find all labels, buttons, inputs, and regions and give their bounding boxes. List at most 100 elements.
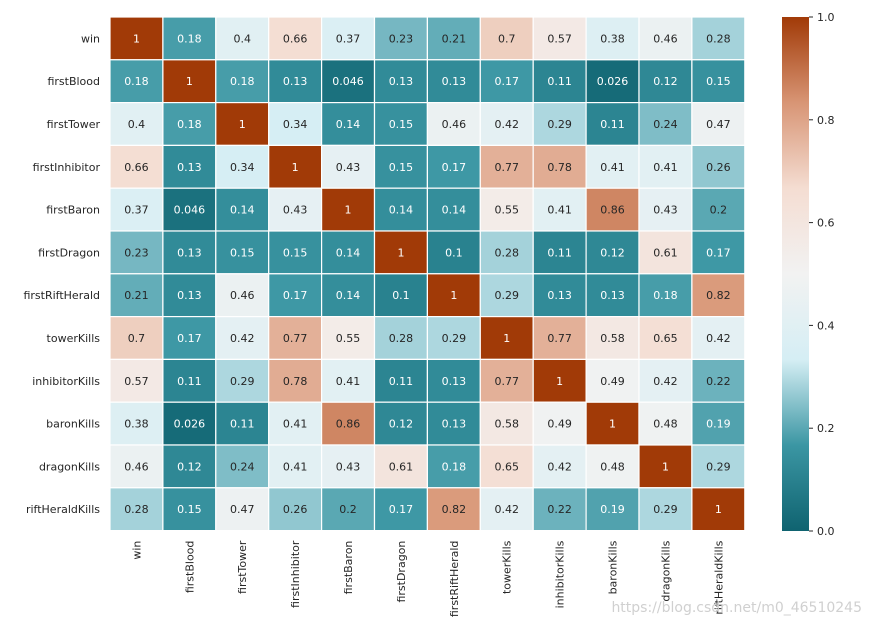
cell-value-label: 0.11 — [389, 375, 414, 388]
column-label: firstBaron — [342, 541, 355, 595]
heatmap-cell — [426, 358, 481, 403]
cell-value-label: 1 — [450, 289, 457, 302]
cell-value-label: 0.37 — [124, 204, 149, 217]
cell-value-label: 1 — [133, 32, 140, 45]
cell-value-label: 0.046 — [332, 75, 364, 88]
row-label: towerKills — [47, 332, 101, 345]
cell-value-label: 0.13 — [547, 289, 572, 302]
row-label: firstBlood — [47, 75, 100, 88]
cell-value-label: 0.41 — [547, 204, 572, 217]
heatmap-cell — [638, 358, 693, 403]
column-label: towerKills — [501, 540, 514, 594]
heatmap-cell — [321, 487, 376, 532]
heatmap-cell — [426, 230, 481, 275]
heatmap-cell — [321, 316, 376, 361]
cell-value-label: 0.15 — [177, 503, 202, 516]
cell-value-label: 0.14 — [336, 246, 361, 259]
cell-value-label: 0.61 — [653, 246, 678, 259]
cell-value-label: 0.77 — [495, 161, 520, 174]
heatmap-cell — [215, 273, 270, 318]
heatmap-cell — [215, 316, 270, 361]
colorbar-tick-label: 1.0 — [817, 11, 835, 24]
cell-value-label: 0.29 — [706, 460, 731, 473]
cell-value-label: 1 — [556, 375, 563, 388]
cell-value-label: 0.42 — [653, 375, 678, 388]
cell-value-label: 0.19 — [600, 503, 625, 516]
cell-value-label: 1 — [186, 75, 193, 88]
cell-value-label: 0.22 — [706, 375, 731, 388]
colorbar: 0.0 0.2 0.4 0.6 0.8 1.0 — [782, 11, 835, 538]
cell-value-label: 0.18 — [653, 289, 678, 302]
heatmap-cell — [162, 273, 217, 318]
cell-value-label: 0.13 — [600, 289, 625, 302]
cell-value-label: 0.55 — [336, 332, 361, 345]
cell-value-label: 0.49 — [547, 418, 572, 431]
heatmap-cell — [585, 273, 640, 318]
row-label: firstTower — [47, 118, 101, 131]
cell-value-label: 0.34 — [230, 161, 255, 174]
row-label: win — [81, 32, 100, 45]
column-label: inhibitorKills — [554, 540, 567, 608]
cell-value-label: 0.78 — [547, 161, 572, 174]
cell-value-label: 0.14 — [336, 118, 361, 131]
cell-value-label: 0.12 — [600, 246, 625, 259]
cell-value-label: 0.42 — [495, 118, 520, 131]
heatmap-cell — [479, 358, 534, 403]
cell-value-label: 1 — [609, 418, 616, 431]
cell-value-label: 0.28 — [706, 32, 731, 45]
heatmap-cell — [426, 401, 481, 446]
heatmap-cell — [691, 273, 746, 318]
heatmap-cell — [532, 59, 587, 104]
row-label: firstDragon — [38, 246, 100, 259]
cell-value-label: 0.77 — [547, 332, 572, 345]
cell-value-label: 0.43 — [336, 460, 361, 473]
cell-value-label: 0.82 — [442, 503, 467, 516]
heatmap-cell — [109, 358, 164, 403]
cell-value-label: 0.11 — [177, 375, 202, 388]
heatmap-cell — [109, 316, 164, 361]
cell-value-label: 0.86 — [600, 204, 625, 217]
heatmap-cell — [532, 144, 587, 189]
heatmap-cell — [215, 358, 270, 403]
cell-value-label: 0.21 — [442, 32, 467, 45]
heatmap-cell — [268, 444, 323, 489]
cell-value-label: 0.26 — [706, 161, 731, 174]
cell-value-label: 0.12 — [389, 418, 414, 431]
heatmap-cell — [426, 273, 481, 318]
cell-value-label: 0.12 — [177, 460, 202, 473]
cell-value-label: 0.48 — [653, 418, 678, 431]
heatmap-cell — [691, 230, 746, 275]
row-label: firstBaron — [46, 204, 100, 217]
cell-value-label: 0.12 — [653, 75, 678, 88]
heatmap-cell — [373, 144, 429, 189]
cell-value-label: 1 — [292, 161, 299, 174]
cell-value-label: 0.13 — [389, 75, 414, 88]
heatmap-cell — [426, 316, 481, 361]
heatmap-cell — [268, 273, 323, 318]
heatmap-cell — [373, 16, 429, 61]
cell-value-label: 0.15 — [230, 246, 255, 259]
heatmap-cell — [638, 59, 693, 104]
heatmap-cell — [479, 16, 534, 61]
cell-value-label: 0.42 — [230, 332, 255, 345]
heatmap-cell — [638, 187, 693, 232]
cell-value-label: 0.43 — [283, 204, 308, 217]
heatmap-cell — [321, 187, 376, 232]
cell-value-label: 0.38 — [600, 32, 625, 45]
heatmap-cell — [373, 358, 429, 403]
cell-value-label: 0.7 — [128, 332, 146, 345]
heatmap-cell — [268, 101, 323, 146]
heatmap-cell — [585, 487, 640, 532]
heatmap-cell — [373, 487, 429, 532]
cell-value-label: 0.41 — [336, 375, 361, 388]
heatmap-cell — [691, 358, 746, 403]
cell-value-label: 0.046 — [174, 204, 206, 217]
heatmap-cell — [268, 144, 323, 189]
heatmap-cell — [532, 444, 587, 489]
cell-value-label: 0.43 — [653, 204, 678, 217]
row-label: firstRiftHerald — [23, 289, 100, 302]
column-labels: win firstBlood firstTower firstInhibitor fir… — [130, 540, 725, 617]
heatmap-cell — [373, 273, 429, 318]
row-label: dragonKills — [39, 460, 100, 473]
heatmap-cell — [268, 316, 323, 361]
